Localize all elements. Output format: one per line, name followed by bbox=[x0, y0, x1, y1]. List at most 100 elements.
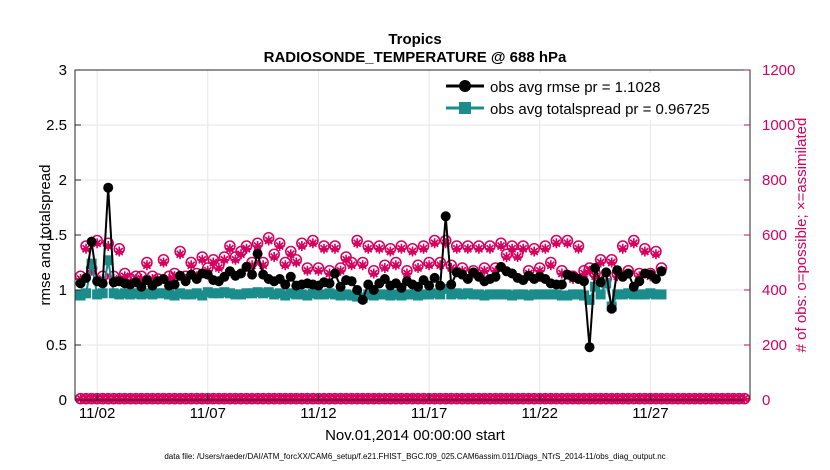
data-point bbox=[601, 267, 612, 278]
y-right-tick-label: 1200 bbox=[762, 62, 795, 79]
data-point bbox=[556, 279, 567, 290]
data-point bbox=[612, 289, 623, 300]
data-point bbox=[213, 288, 224, 299]
data-point bbox=[147, 289, 158, 300]
data-point bbox=[258, 288, 269, 299]
data-point bbox=[208, 288, 219, 299]
data-point bbox=[252, 287, 263, 298]
data-point bbox=[617, 289, 628, 300]
data-point bbox=[186, 289, 197, 300]
data-point bbox=[164, 289, 175, 300]
data-point bbox=[374, 289, 385, 300]
data-point bbox=[108, 288, 119, 299]
data-point bbox=[269, 289, 280, 300]
x-axis: 11/02 11/07 11/12 11/17 11/22 11/27 bbox=[79, 394, 669, 422]
data-point bbox=[274, 241, 285, 251]
data-point bbox=[573, 289, 584, 300]
data-point bbox=[136, 289, 147, 300]
data-point bbox=[435, 260, 446, 271]
data-point bbox=[324, 268, 335, 279]
y-axis-right-label: # of obs: o=possible; ×=assimilated bbox=[793, 118, 810, 353]
data-point bbox=[529, 289, 540, 300]
data-point bbox=[440, 211, 451, 222]
data-point bbox=[86, 258, 97, 269]
data-point bbox=[307, 238, 318, 249]
data-point bbox=[595, 257, 606, 268]
data-point bbox=[75, 290, 86, 301]
y-tick-label: 1 bbox=[59, 282, 67, 299]
y-tick-label: 2.5 bbox=[46, 117, 67, 134]
data-point bbox=[103, 255, 114, 266]
data-point bbox=[590, 281, 601, 292]
data-point bbox=[595, 289, 606, 300]
data-point bbox=[645, 288, 656, 299]
legend-rmse-marker bbox=[459, 80, 471, 92]
data-file-footnote: data file: /Users/raeder/DAI/ATM_forcXX/… bbox=[164, 452, 665, 461]
data-point bbox=[324, 288, 335, 299]
data-point bbox=[507, 290, 518, 301]
data-point bbox=[656, 289, 667, 300]
data-point bbox=[385, 290, 396, 301]
data-point bbox=[147, 274, 158, 284]
data-point bbox=[385, 246, 396, 257]
legend-rmse-label: obs avg rmse pr = 1.1028 bbox=[490, 79, 661, 96]
data-point bbox=[584, 294, 595, 305]
x-tick-label: 11/27 bbox=[632, 405, 668, 422]
data-point bbox=[313, 265, 324, 276]
y-axis-right: 0 200 400 600 800 1000 1200 bbox=[744, 62, 795, 409]
data-point bbox=[247, 269, 258, 280]
data-point bbox=[429, 272, 440, 283]
data-point bbox=[125, 289, 136, 300]
data-point bbox=[230, 254, 241, 265]
data-point bbox=[501, 252, 512, 262]
data-point bbox=[175, 249, 186, 260]
data-point bbox=[429, 238, 440, 249]
data-point bbox=[141, 288, 152, 299]
data-point bbox=[612, 265, 623, 276]
data-point bbox=[623, 288, 634, 299]
data-point bbox=[296, 289, 307, 300]
y-tick-label: 0.5 bbox=[46, 337, 67, 354]
data-point bbox=[518, 289, 529, 300]
data-point bbox=[634, 289, 645, 300]
data-point bbox=[579, 290, 590, 301]
data-point bbox=[401, 268, 412, 279]
data-point bbox=[263, 287, 274, 298]
data-point bbox=[424, 280, 435, 291]
data-point bbox=[235, 249, 246, 260]
data-point bbox=[92, 289, 103, 300]
data-point bbox=[247, 260, 258, 271]
data-point bbox=[396, 290, 407, 301]
data-point bbox=[330, 268, 341, 279]
x-tick-label: 11/12 bbox=[300, 405, 336, 422]
data-point bbox=[307, 288, 318, 299]
data-point bbox=[479, 265, 490, 276]
data-point bbox=[451, 243, 462, 254]
y-right-tick-label: 0 bbox=[762, 392, 770, 409]
data-point bbox=[462, 288, 473, 299]
data-point bbox=[186, 260, 197, 271]
data-point bbox=[551, 289, 562, 300]
data-point bbox=[313, 289, 324, 300]
data-point bbox=[247, 288, 258, 299]
data-point bbox=[103, 241, 114, 251]
x-tick-label: 11/07 bbox=[190, 405, 226, 422]
data-point bbox=[440, 283, 451, 294]
data-point bbox=[573, 243, 584, 254]
data-point bbox=[330, 289, 341, 300]
data-point bbox=[413, 281, 424, 292]
data-point bbox=[363, 243, 374, 254]
data-point bbox=[152, 288, 163, 299]
data-point bbox=[523, 290, 534, 301]
data-point bbox=[219, 254, 230, 265]
data-point bbox=[490, 265, 501, 276]
data-point bbox=[368, 268, 379, 279]
data-point bbox=[86, 265, 97, 276]
data-point bbox=[81, 272, 92, 283]
data-point bbox=[352, 285, 363, 295]
data-point bbox=[617, 243, 628, 254]
data-point bbox=[280, 260, 291, 271]
x-tick-label: 11/02 bbox=[79, 405, 115, 422]
data-point bbox=[490, 289, 501, 300]
data-point bbox=[335, 265, 346, 276]
